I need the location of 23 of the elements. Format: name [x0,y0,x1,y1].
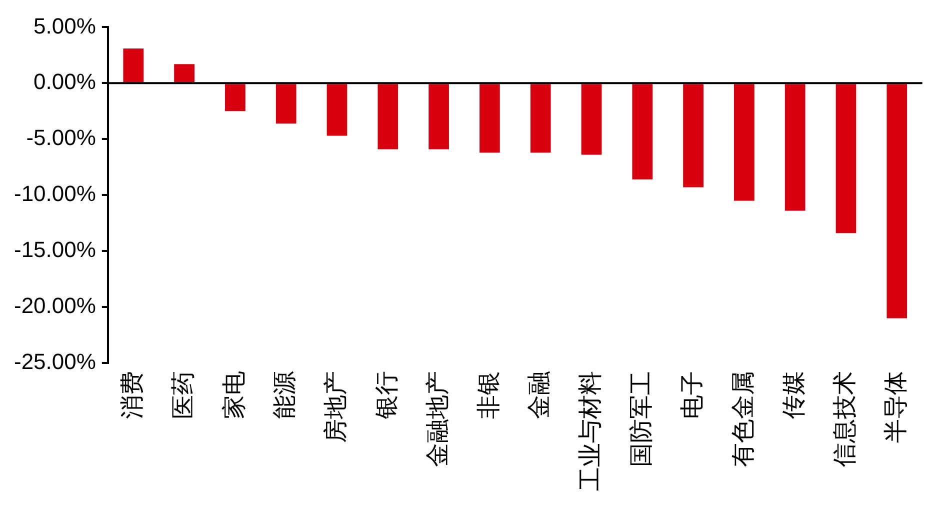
y-tick-label: -20.00% [14,293,96,318]
x-tick-label: 银行 [374,371,401,420]
y-tick-label: -10.00% [14,181,96,206]
x-tick-label: 非银 [475,371,502,419]
x-tick-label: 金融 [526,371,554,419]
x-tick-label: 医药 [170,371,197,419]
x-tick-label: 有色金属 [730,371,757,467]
x-tick-label: 消费 [119,371,146,419]
y-tick-label: 5.00% [34,13,96,38]
x-tick-label: 信息技术 [832,371,859,467]
x-tick-label: 电子 [678,371,706,419]
y-tick-label: 0.00% [34,69,96,94]
y-tick-label: -15.00% [14,237,96,262]
x-tick-label: 房地产 [322,371,350,443]
x-tick-label: 工业与材料 [577,371,604,491]
y-tick-label: -25.00% [14,349,96,374]
x-tick-label: 国防军工 [628,371,656,467]
x-tick-label: 传媒 [780,371,808,419]
x-tick-label: 金融地产 [424,371,452,467]
x-tick-label: 半导体 [882,371,910,443]
x-tick-label: 家电 [220,371,248,419]
y-tick-label: -5.00% [26,125,96,150]
x-tick-label: 能源 [272,371,299,419]
